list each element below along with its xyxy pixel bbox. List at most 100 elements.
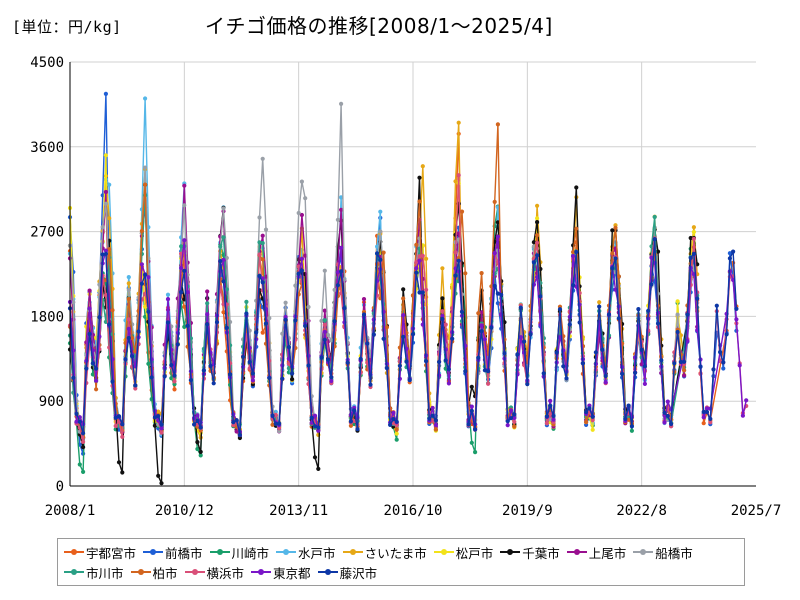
y-tick-label: 900 [39,394,64,410]
data-point [250,371,255,376]
data-point [329,375,334,380]
data-point [629,424,635,429]
data-point [182,238,187,243]
data-point [378,257,383,262]
legend-item: 上尾市 [566,542,626,562]
data-point [727,251,733,256]
data-point [322,337,327,342]
data-point [544,414,550,419]
data-point [156,473,161,478]
data-point [234,429,239,434]
data-point [414,266,419,271]
data-point [126,287,131,293]
data-point [495,291,500,296]
data-point [430,405,435,411]
legend-item: 藤沢市 [317,562,377,582]
data-point [103,201,108,206]
data-point [512,419,517,424]
data-point [535,233,540,238]
data-point [165,297,171,302]
data-point [159,430,164,435]
data-point [620,371,625,376]
data-point [175,342,180,347]
data-point [126,335,131,341]
data-point [740,413,746,418]
data-point [459,209,465,214]
data-point [417,175,422,180]
data-point [551,417,556,422]
data-point [81,469,86,474]
data-point [469,440,474,445]
data-point [417,254,422,259]
data-point [384,325,389,330]
data-point [580,361,586,366]
data-point [499,292,504,297]
data-point [113,423,118,429]
legend-item: 横浜市 [184,562,244,582]
data-point [143,165,148,170]
data-point [701,415,706,420]
legend-swatch [64,546,84,558]
data-point [273,412,278,417]
data-point [535,216,540,221]
data-point [120,470,125,475]
data-point [270,413,275,418]
data-point [459,309,465,314]
data-point [708,416,713,421]
legend-item: 市川市 [64,562,124,582]
data-point [139,228,144,234]
data-point [587,406,592,411]
data-point [378,209,383,214]
data-point [734,317,739,322]
data-point [345,360,350,365]
data-point [290,377,295,382]
data-point [81,431,86,436]
data-point [528,332,533,337]
data-point [554,350,559,355]
data-point [257,252,262,257]
legend-item: 宇都宮市 [64,542,136,562]
data-point [430,413,435,418]
data-point [512,415,517,421]
data-point [446,381,451,386]
data-point [714,303,719,308]
data-point [417,199,422,204]
data-point [597,304,602,309]
data-point [665,413,670,419]
data-point [263,227,269,232]
legend-item: 水戸市 [276,542,336,562]
legend-label: 前橋市 [165,545,203,561]
data-point [486,369,491,374]
data-point [704,409,710,415]
series-line [69,133,738,438]
data-point [208,363,213,369]
data-point [103,251,108,256]
x-tick-label: 2025/7 [731,503,782,519]
data-point [505,423,510,428]
data-point [146,275,151,280]
data-point [77,462,82,467]
data-point [81,439,86,444]
data-point [469,384,474,389]
data-point [427,416,432,421]
data-point [296,210,301,216]
data-point [574,226,579,231]
data-point [316,425,321,430]
data-point [469,408,474,413]
data-point [564,376,569,381]
data-point [691,225,697,230]
data-point [188,378,193,383]
data-point [394,437,399,442]
data-point [97,315,102,320]
data-point [437,359,442,365]
data-point [476,311,481,316]
data-point [87,331,92,337]
data-point [107,247,112,252]
data-point [682,359,687,364]
data-point [486,381,491,386]
data-point [312,455,318,460]
data-point [133,383,138,388]
data-point [440,316,445,322]
data-point [299,268,304,273]
data-point [205,289,210,294]
